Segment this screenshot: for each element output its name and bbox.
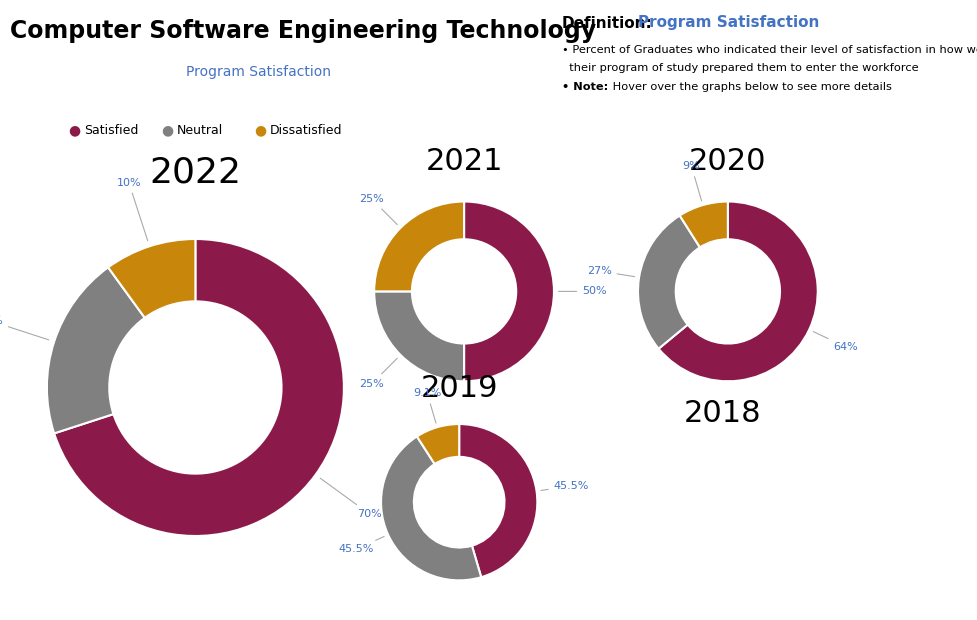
Text: • Percent of Graduates who indicated their level of satisfaction in how well: • Percent of Graduates who indicated the…: [562, 45, 977, 55]
Text: 45.5%: 45.5%: [338, 536, 384, 554]
Text: 2022: 2022: [149, 155, 241, 189]
Wedge shape: [658, 202, 818, 381]
Text: 9.1%: 9.1%: [413, 389, 442, 423]
Wedge shape: [381, 436, 482, 580]
Wedge shape: [374, 202, 464, 291]
Text: 2021: 2021: [425, 146, 503, 175]
Text: Program Satisfaction: Program Satisfaction: [187, 65, 331, 79]
Wedge shape: [464, 202, 554, 381]
Text: Program Satisfaction: Program Satisfaction: [638, 16, 820, 30]
Text: 70%: 70%: [320, 478, 382, 519]
Wedge shape: [108, 239, 195, 318]
Text: ●: ●: [68, 123, 80, 137]
Text: ●: ●: [254, 123, 266, 137]
Text: 27%: 27%: [587, 266, 635, 277]
Text: 64%: 64%: [813, 332, 858, 352]
Wedge shape: [417, 424, 459, 464]
Text: 2019: 2019: [420, 374, 498, 404]
Text: Neutral: Neutral: [177, 124, 223, 136]
Text: Hover over the graphs below to see more details: Hover over the graphs below to see more …: [609, 82, 892, 92]
Text: Definition:: Definition:: [562, 16, 653, 30]
Wedge shape: [459, 424, 537, 577]
Text: 45.5%: 45.5%: [541, 481, 589, 491]
Wedge shape: [680, 202, 728, 247]
Wedge shape: [374, 291, 464, 381]
Text: Computer Software Engineering Technology: Computer Software Engineering Technology: [10, 19, 596, 43]
Wedge shape: [638, 216, 700, 348]
Text: Dissatisfied: Dissatisfied: [270, 124, 342, 136]
Wedge shape: [47, 267, 145, 433]
Text: 2018: 2018: [684, 399, 762, 428]
Text: 2020: 2020: [689, 146, 767, 175]
Text: • Note:: • Note:: [562, 82, 608, 92]
Text: 20%: 20%: [0, 316, 49, 340]
Text: 25%: 25%: [360, 358, 398, 389]
Text: 10%: 10%: [116, 178, 148, 241]
Text: ●: ●: [161, 123, 173, 137]
Text: 25%: 25%: [360, 194, 398, 224]
Text: 9%: 9%: [683, 161, 701, 201]
Text: 50%: 50%: [559, 286, 607, 296]
Wedge shape: [54, 239, 344, 536]
Text: their program of study prepared them to enter the workforce: their program of study prepared them to …: [562, 63, 918, 73]
Text: Satisfied: Satisfied: [84, 124, 139, 136]
